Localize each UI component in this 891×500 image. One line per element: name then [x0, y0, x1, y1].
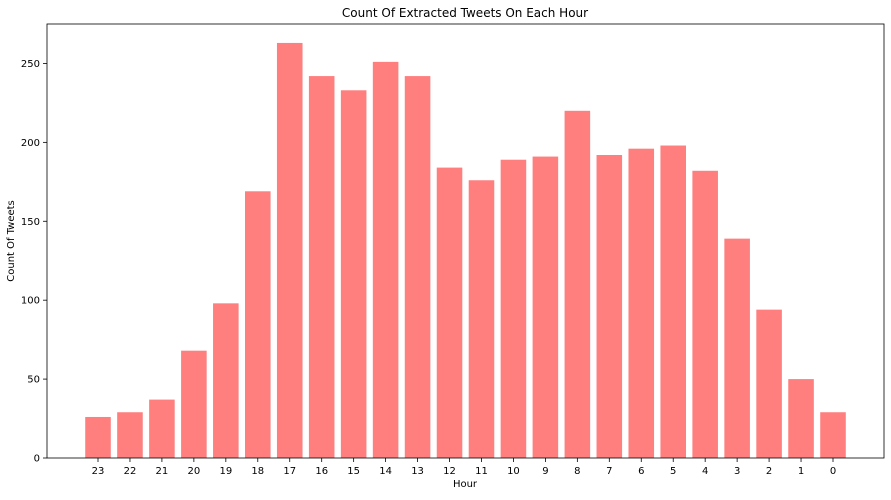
bar-hour-4 [692, 170, 718, 458]
x-tick-label: 17 [283, 466, 296, 477]
plot-frame [46, 23, 885, 459]
bar-hour-7 [596, 154, 623, 459]
y-axis-ticks: 0 50 100 150 200 250 [21, 59, 47, 465]
x-tick-label: 9 [542, 466, 548, 477]
y-tick-label: 150 [21, 217, 40, 228]
x-tick-label: 22 [124, 466, 137, 477]
y-axis-label: Count Of Tweets [6, 200, 17, 282]
bar-hour-21 [149, 399, 175, 458]
bar-hour-9 [532, 156, 559, 458]
x-tick-label: 1 [798, 466, 804, 477]
x-tick-label: 8 [574, 466, 580, 477]
bar-hour-22 [117, 412, 143, 458]
bars [85, 42, 846, 459]
bar-hour-12 [436, 167, 463, 459]
x-tick-label: 4 [702, 466, 708, 477]
bar-hour-3 [724, 238, 750, 458]
bar-hour-6 [628, 148, 655, 458]
bar-hour-15 [340, 90, 367, 458]
x-tick-label: 15 [347, 466, 360, 477]
y-tick-label: 0 [34, 454, 40, 465]
x-tick-label: 6 [638, 466, 644, 477]
bar-hour-2 [756, 309, 782, 458]
bar-hour-16 [308, 76, 335, 458]
y-tick-label: 250 [21, 59, 40, 70]
x-tick-label: 14 [379, 466, 392, 477]
bar-hour-13 [404, 76, 431, 458]
x-tick-label: 12 [443, 466, 456, 477]
bar-hour-8 [564, 110, 591, 459]
x-tick-label: 19 [219, 466, 232, 477]
bar-hour-1 [788, 379, 814, 458]
x-axis-ticks: 23 22 21 20 19 18 17 16 15 14 13 12 11 10 9 8 7 6 5 4 3 2 1 0 [92, 458, 836, 477]
x-tick-label: 21 [156, 466, 169, 477]
x-tick-label: 11 [475, 466, 488, 477]
bar-hour-5 [660, 145, 686, 458]
y-tick-label: 100 [21, 296, 40, 307]
chart-title: Count Of Extracted Tweets On Each Hour [342, 6, 588, 20]
x-tick-label: 2 [766, 466, 772, 477]
y-tick-label: 50 [27, 375, 40, 386]
x-tick-label: 16 [315, 466, 328, 477]
bar-hour-17 [276, 42, 303, 458]
x-tick-label: 13 [411, 466, 424, 477]
x-tick-label: 10 [507, 466, 520, 477]
x-tick-label: 18 [251, 466, 264, 477]
bar-hour-20 [181, 350, 207, 458]
x-tick-label: 23 [92, 466, 105, 477]
y-tick-label: 200 [21, 138, 40, 149]
axes [46, 23, 885, 459]
bar-hour-11 [468, 180, 495, 459]
x-tick-label: 7 [606, 466, 612, 477]
bar-hour-18 [245, 191, 271, 459]
x-tick-label: 3 [734, 466, 740, 477]
bar-hour-23 [85, 416, 111, 458]
x-tick-label: 0 [830, 466, 836, 477]
x-axis-label: Hour [453, 479, 478, 490]
x-tick-label: 20 [188, 466, 201, 477]
bar-hour-14 [372, 61, 399, 458]
bar-hour-10 [500, 159, 527, 458]
x-tick-label: 5 [670, 466, 676, 477]
bar-hour-0 [820, 412, 846, 458]
bar-hour-19 [213, 303, 239, 458]
